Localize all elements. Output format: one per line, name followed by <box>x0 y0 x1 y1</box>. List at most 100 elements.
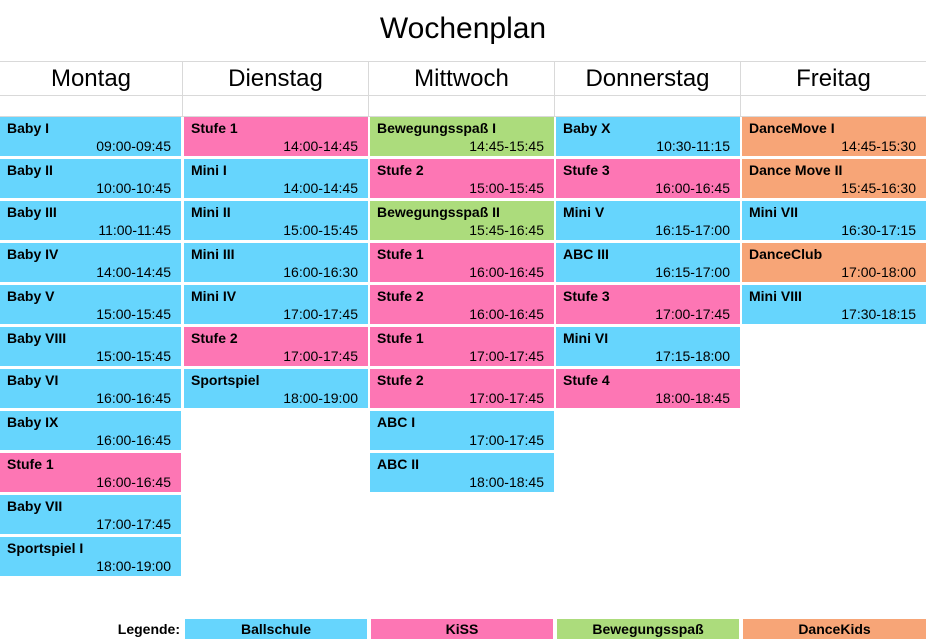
slot-time: 14:00-14:45 <box>283 138 358 154</box>
schedule-slot: ABC III 16:15-17:00 <box>556 243 740 282</box>
slot-name: Dance Move II <box>749 162 843 178</box>
slot-name: ABC II <box>377 456 419 472</box>
slot-name: Sportspiel <box>191 372 260 388</box>
slot-time: 09:00-09:45 <box>96 138 171 154</box>
schedule-slot: Mini V 16:15-17:00 <box>556 201 740 240</box>
schedule-slot: Stufe 2 16:00-16:45 <box>370 285 554 324</box>
slot-time: 16:00-16:45 <box>469 264 544 280</box>
grid-line <box>740 61 741 117</box>
schedule-slot: Stufe 1 16:00-16:45 <box>0 453 181 492</box>
day-header-friday: Freitag <box>796 65 871 92</box>
grid-line <box>0 95 926 96</box>
slot-name: Stufe 1 <box>377 330 424 346</box>
legend-dancekids: DanceKids <box>743 619 926 639</box>
slot-name: ABC I <box>377 414 416 430</box>
slot-time: 17:00-17:45 <box>283 348 358 364</box>
slot-time: 17:00-17:45 <box>469 432 544 448</box>
slot-time: 16:00-16:45 <box>96 390 171 406</box>
slot-name: Mini V <box>563 204 605 220</box>
schedule-slot: Baby V 15:00-15:45 <box>0 285 181 324</box>
schedule-slot: Stufe 2 17:00-17:45 <box>184 327 368 366</box>
schedule-slot: Sportspiel 18:00-19:00 <box>184 369 368 408</box>
slot-name: Stufe 2 <box>191 330 238 346</box>
slot-name: Baby IX <box>7 414 59 430</box>
slot-name: Baby IV <box>7 246 59 262</box>
day-header-tuesday: Dienstag <box>228 65 323 92</box>
slot-name: Stufe 1 <box>7 456 54 472</box>
schedule-slot: Baby X 10:30-11:15 <box>556 117 740 156</box>
schedule-slot: Mini VII 16:30-17:15 <box>742 201 926 240</box>
slot-name: Baby III <box>7 204 57 220</box>
slot-name: Stufe 2 <box>377 162 424 178</box>
day-header-wednesday: Mittwoch <box>414 65 509 92</box>
slot-name: Baby VIII <box>7 330 67 346</box>
slot-name: Bewegungsspaß II <box>377 204 500 220</box>
day-header-monday: Montag <box>50 65 132 92</box>
slot-name: Baby V <box>7 288 55 304</box>
slot-time: 16:00-16:45 <box>96 432 171 448</box>
slot-time: 17:00-17:45 <box>283 306 358 322</box>
slot-name: Mini VII <box>749 204 798 220</box>
slot-name: Bewegungsspaß I <box>377 120 497 136</box>
slot-time: 17:00-17:45 <box>96 516 171 532</box>
schedule-slot: Baby I 09:00-09:45 <box>0 117 181 156</box>
schedule-slot: Bewegungsspaß I 14:45-15:45 <box>370 117 554 156</box>
schedule-slot: ABC II 18:00-18:45 <box>370 453 554 492</box>
schedule-slot: DanceMove I 14:45-15:30 <box>742 117 926 156</box>
slot-name: Mini VI <box>563 330 609 346</box>
day-header-thursday: Donnerstag <box>585 65 710 92</box>
slot-name: DanceMove I <box>749 120 835 136</box>
grid-line <box>368 61 369 117</box>
slot-time: 16:00-16:45 <box>469 306 544 322</box>
slot-name: Sportspiel I <box>7 540 84 556</box>
schedule-slot: Mini VI 17:15-18:00 <box>556 327 740 366</box>
slot-time: 18:00-18:45 <box>469 474 544 490</box>
grid-line <box>0 61 926 62</box>
slot-name: Baby VI <box>7 372 59 388</box>
slot-name: Stufe 4 <box>563 372 610 388</box>
slot-name: Stufe 3 <box>563 162 610 178</box>
schedule-slot: Baby IV 14:00-14:45 <box>0 243 181 282</box>
page-title: Wochenplan <box>379 12 547 45</box>
legend-kiss: KiSS <box>371 619 553 639</box>
slot-time: 15:45-16:30 <box>841 180 916 196</box>
schedule-slot: Mini III 16:00-16:30 <box>184 243 368 282</box>
schedule-slot: Mini I 14:00-14:45 <box>184 159 368 198</box>
slot-time: 14:45-15:30 <box>841 138 916 154</box>
schedule-slot: ABC I 17:00-17:45 <box>370 411 554 450</box>
slot-time: 17:00-17:45 <box>469 390 544 406</box>
slot-name: Mini II <box>191 204 231 220</box>
schedule-slot: Baby IX 16:00-16:45 <box>0 411 181 450</box>
legend-bewegungsspass: Bewegungsspaß <box>557 619 739 639</box>
slot-time: 14:00-14:45 <box>283 180 358 196</box>
schedule-slot: Stufe 2 15:00-15:45 <box>370 159 554 198</box>
slot-time: 17:00-17:45 <box>469 348 544 364</box>
slot-time: 18:00-19:00 <box>96 558 171 574</box>
slot-name: ABC III <box>563 246 609 262</box>
grid-line <box>0 116 926 117</box>
slot-time: 10:30-11:15 <box>656 138 730 154</box>
slot-time: 16:15-17:00 <box>655 222 730 238</box>
schedule-slot: Stufe 2 17:00-17:45 <box>370 369 554 408</box>
schedule-slot: Stufe 1 17:00-17:45 <box>370 327 554 366</box>
schedule-slot: DanceClub 17:00-18:00 <box>742 243 926 282</box>
slot-name: DanceClub <box>749 246 823 262</box>
slot-time: 15:00-15:45 <box>469 180 544 196</box>
schedule-slot: Baby VIII 15:00-15:45 <box>0 327 181 366</box>
slot-time: 16:00-16:30 <box>283 264 358 280</box>
slot-name: Mini IV <box>191 288 237 304</box>
schedule-slot: Sportspiel I 18:00-19:00 <box>0 537 181 576</box>
slot-name: Baby II <box>7 162 53 178</box>
schedule-slot: Stufe 1 14:00-14:45 <box>184 117 368 156</box>
schedule-slot: Bewegungsspaß II 15:45-16:45 <box>370 201 554 240</box>
slot-time: 16:00-16:45 <box>96 474 171 490</box>
schedule-slot: Baby VII 17:00-17:45 <box>0 495 181 534</box>
slot-time: 16:00-16:45 <box>655 180 730 196</box>
slot-time: 10:00-10:45 <box>96 180 171 196</box>
slot-time: 15:45-16:45 <box>469 222 544 238</box>
slot-name: Baby VII <box>7 498 63 514</box>
schedule-slot: Mini VIII 17:30-18:15 <box>742 285 926 324</box>
schedule-slot: Stufe 4 18:00-18:45 <box>556 369 740 408</box>
schedule-slot: Stufe 1 16:00-16:45 <box>370 243 554 282</box>
schedule-slot: Dance Move II 15:45-16:30 <box>742 159 926 198</box>
